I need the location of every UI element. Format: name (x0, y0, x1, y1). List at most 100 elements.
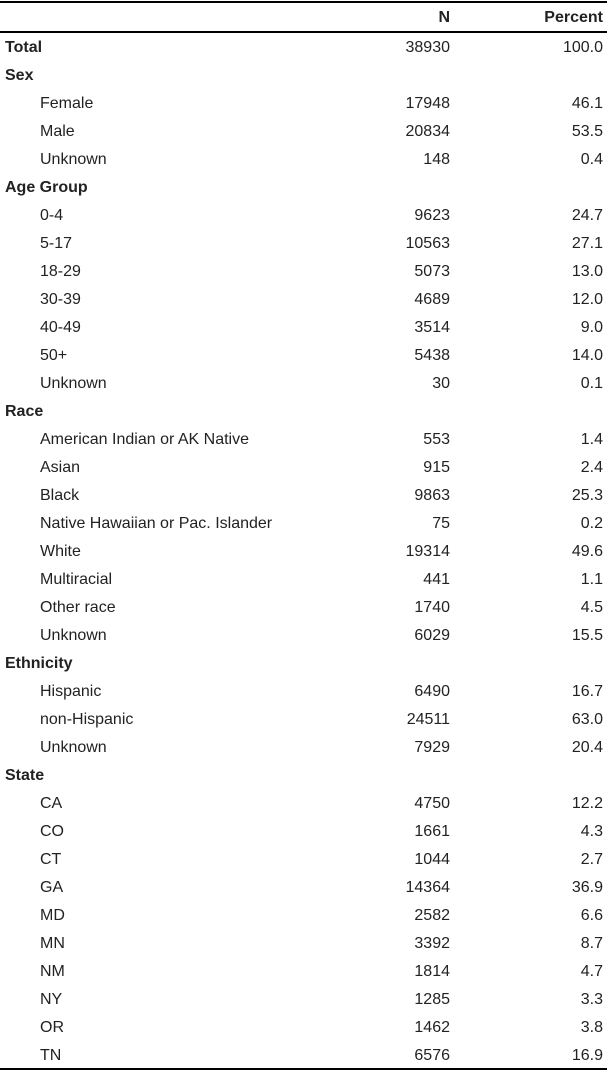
table-body: Total 38930 100.0 Sex Female 17948 46.1 Male 208… (0, 34, 607, 1070)
row-label: NY (40, 991, 63, 1008)
row-n-value: 4689 (414, 291, 450, 308)
row-label: State (5, 767, 45, 784)
row-percent-value: 12.0 (571, 291, 603, 308)
row-label: Age Group (5, 179, 88, 196)
top-rule (0, 1, 607, 3)
row-percent-value: 1.1 (580, 571, 603, 588)
row-percent-value: 0.1 (580, 375, 603, 392)
row-label: Black (40, 487, 80, 504)
row-n-value: 7929 (414, 739, 450, 756)
table-row: Black 9863 25.3 (0, 482, 607, 510)
row-label: OR (40, 1019, 64, 1036)
row-n-value: 24511 (406, 711, 450, 728)
row-percent-value: 16.9 (571, 1047, 603, 1064)
table-row: NY 1285 3.3 (0, 986, 607, 1014)
table-row: American Indian or AK Native 553 1.4 (0, 426, 607, 454)
table-row: OR 1462 3.8 (0, 1014, 607, 1042)
bottom-rule (0, 1068, 607, 1070)
table-row: 5-17 10563 27.1 (0, 230, 607, 258)
table-header: N Percent (0, 4, 607, 31)
table-row: Multiracial 441 1.1 (0, 566, 607, 594)
row-n-value: 30 (432, 375, 450, 392)
row-label: GA (40, 879, 64, 896)
row-label: Hispanic (40, 683, 102, 700)
row-n-value: 9623 (414, 207, 450, 224)
table-row: Other race 1740 4.5 (0, 594, 607, 622)
row-n-value: 14364 (405, 879, 451, 896)
row-n-value: 10563 (405, 235, 451, 252)
row-label: 5-17 (40, 235, 73, 252)
table-row: 30-39 4689 12.0 (0, 286, 607, 314)
row-percent-value: 2.7 (580, 851, 603, 868)
row-label: Unknown (40, 375, 107, 392)
row-label: Male (40, 123, 75, 140)
header-n: N (438, 9, 450, 26)
row-label: 50+ (40, 347, 68, 364)
row-n-value: 1285 (414, 991, 450, 1008)
row-n-value: 75 (432, 515, 450, 532)
row-label: 0-4 (40, 207, 64, 224)
row-percent-value: 25.3 (571, 487, 603, 504)
row-label: Unknown (40, 739, 107, 756)
row-n-value: 9863 (414, 487, 450, 504)
table-row: White 19314 49.6 (0, 538, 607, 566)
table-row: CA 4750 12.2 (0, 790, 607, 818)
row-label: Unknown (40, 627, 107, 644)
row-label: CA (40, 795, 63, 812)
row-percent-value: 24.7 (571, 207, 603, 224)
row-label: MD (40, 907, 65, 924)
row-label: Race (5, 403, 44, 420)
table-row: Male 20834 53.5 (0, 118, 607, 146)
row-n-value: 148 (423, 151, 450, 168)
row-percent-value: 13.0 (571, 263, 603, 280)
row-label: Other race (40, 599, 116, 616)
row-percent-value: 0.2 (580, 515, 603, 532)
row-n-value: 4750 (414, 795, 450, 812)
table-group-row: Ethnicity (0, 650, 607, 678)
row-label: Total (5, 39, 43, 56)
row-label: Sex (5, 67, 34, 84)
row-percent-value: 15.5 (571, 627, 603, 644)
row-label: Asian (40, 459, 81, 476)
row-n-value: 1044 (414, 851, 450, 868)
table-row: MD 2582 6.6 (0, 902, 607, 930)
header-percent: Percent (544, 9, 603, 26)
header-rule (0, 31, 607, 33)
row-n-value: 38930 (405, 39, 451, 56)
table-row: Asian 915 2.4 (0, 454, 607, 482)
table-group-row: State (0, 762, 607, 790)
table-row: Hispanic 6490 16.7 (0, 678, 607, 706)
row-n-value: 2582 (414, 907, 450, 924)
row-label: 18-29 (40, 263, 81, 280)
row-label: NM (40, 963, 65, 980)
table-row: 18-29 5073 13.0 (0, 258, 607, 286)
row-percent-value: 20.4 (571, 739, 603, 756)
row-percent-value: 53.5 (571, 123, 603, 140)
table-row: Unknown 7929 20.4 (0, 734, 607, 762)
row-percent-value: 4.3 (580, 823, 603, 840)
row-label: MN (40, 935, 65, 952)
table-group-row: Age Group (0, 174, 607, 202)
table-row: non-Hispanic 24511 63.0 (0, 706, 607, 734)
row-percent-value: 27.1 (571, 235, 603, 252)
row-percent-value: 6.6 (580, 907, 603, 924)
row-percent-value: 12.2 (571, 795, 603, 812)
row-label: White (40, 543, 81, 560)
row-label: CO (40, 823, 64, 840)
row-n-value: 5073 (414, 263, 450, 280)
row-label: TN (40, 1047, 62, 1064)
row-percent-value: 16.7 (571, 683, 603, 700)
row-label: American Indian or AK Native (40, 431, 249, 448)
row-n-value: 19314 (405, 543, 451, 560)
row-n-value: 1740 (414, 599, 450, 616)
row-label: Native Hawaiian or Pac. Islander (40, 515, 273, 532)
row-percent-value: 36.9 (571, 879, 603, 896)
table-row: CT 1044 2.7 (0, 846, 607, 874)
row-percent-value: 63.0 (571, 711, 603, 728)
row-label: CT (40, 851, 62, 868)
table-row: 50+ 5438 14.0 (0, 342, 607, 370)
table-row: 0-4 9623 24.7 (0, 202, 607, 230)
row-n-value: 3514 (414, 319, 450, 336)
table-row: GA 14364 36.9 (0, 874, 607, 902)
